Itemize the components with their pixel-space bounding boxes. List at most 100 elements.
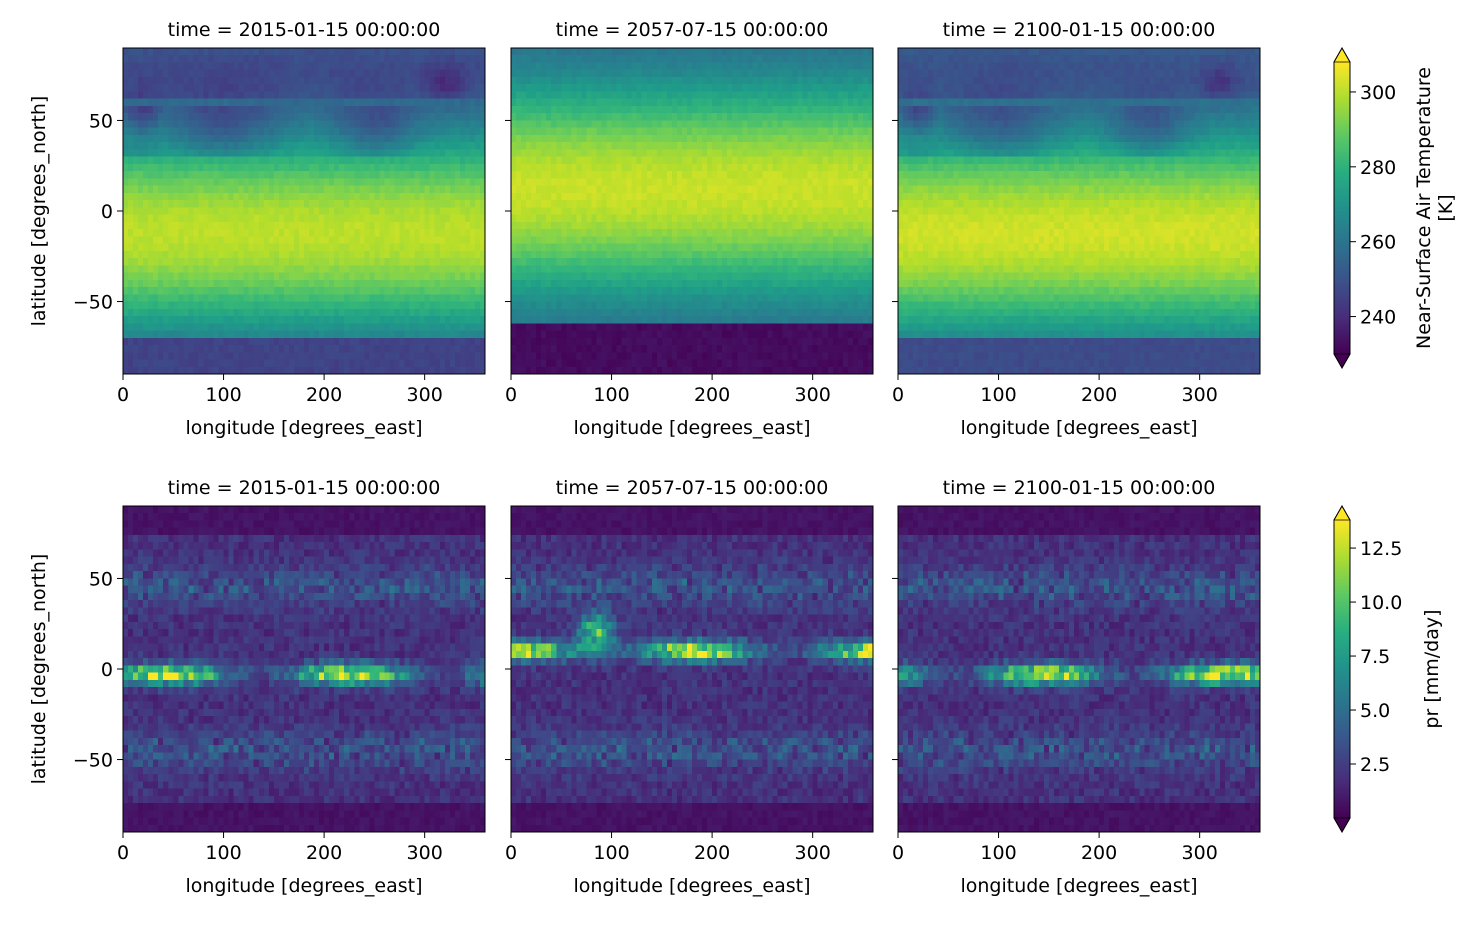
heatmap-cell: [551, 76, 557, 85]
heatmap-cell: [253, 272, 260, 281]
heatmap-cell: [807, 200, 814, 208]
heatmap-cell: [138, 301, 144, 310]
heatmap-cell: [213, 236, 220, 245]
heatmap-cell: [344, 178, 350, 187]
heatmap-cell: [309, 323, 315, 332]
heatmap-cell: [439, 127, 446, 136]
heatmap-cell: [248, 366, 255, 375]
heatmap-cell: [288, 76, 295, 85]
heatmap-cell: [511, 62, 517, 71]
heatmap-cell: [188, 366, 194, 375]
heatmap-cell: [223, 62, 230, 71]
heatmap-cell: [621, 134, 628, 143]
heatmap-cell: [138, 316, 144, 324]
heatmap-cell: [576, 156, 582, 165]
heatmap-cell: [541, 149, 547, 158]
heatmap-cell: [293, 185, 300, 194]
heatmap-cell: [651, 134, 658, 143]
heatmap-cell: [842, 127, 849, 136]
heatmap-cell: [354, 330, 360, 339]
heatmap-cell: [686, 149, 693, 158]
heatmap-cell: [304, 330, 310, 339]
heatmap-cell: [258, 330, 265, 339]
heatmap-cell: [404, 301, 411, 310]
heatmap-cell: [248, 113, 255, 122]
heatmap-cell: [621, 48, 628, 56]
heatmap-cell: [133, 250, 139, 259]
heatmap-cell: [454, 265, 461, 274]
heatmap-cell: [747, 149, 753, 158]
heatmap-cell: [128, 229, 134, 237]
heatmap-cell: [339, 149, 345, 158]
heatmap-cell: [314, 142, 320, 151]
heatmap-cell: [621, 91, 628, 100]
heatmap-cell: [737, 127, 743, 136]
heatmap-cell: [812, 185, 819, 194]
heatmap-cell: [319, 200, 325, 208]
heatmap-cell: [526, 55, 532, 64]
heatmap-cell: [384, 214, 391, 223]
heatmap-cell: [218, 207, 225, 216]
heatmap-cell: [243, 142, 250, 151]
heatmap-cell: [158, 214, 164, 223]
heatmap-cell: [178, 279, 184, 288]
heatmap-cell: [283, 250, 290, 259]
heatmap-cell: [208, 236, 215, 245]
heatmap-cell: [394, 207, 401, 216]
heatmap-cell: [258, 352, 265, 361]
heatmap-cell: [752, 48, 758, 56]
heatmap-cell: [263, 207, 270, 216]
heatmap-cell: [732, 192, 738, 201]
heatmap-cell: [454, 163, 461, 172]
heatmap-cell: [283, 163, 290, 172]
heatmap-cell: [676, 171, 683, 179]
heatmap-cell: [591, 171, 598, 179]
heatmap-cell: [339, 265, 345, 274]
heatmap-cell: [203, 359, 210, 368]
heatmap-cell: [666, 163, 673, 172]
heatmap-cell: [526, 185, 532, 194]
heatmap-cell: [827, 134, 834, 143]
heatmap-cell: [414, 185, 421, 194]
heatmap-cell: [429, 337, 436, 346]
heatmap-cell: [263, 359, 270, 368]
heatmap-cell: [128, 366, 134, 375]
heatmap-cell: [123, 323, 129, 332]
heatmap-cell: [354, 185, 360, 194]
heatmap-cell: [526, 200, 532, 208]
heatmap-cell: [454, 178, 461, 187]
heatmap-cell: [459, 243, 466, 252]
heatmap-cell: [469, 207, 476, 216]
heatmap-cell: [409, 316, 416, 324]
heatmap-cell: [379, 272, 386, 281]
heatmap-cell: [324, 142, 330, 151]
heatmap-cell: [651, 171, 658, 179]
heatmap-cell: [223, 345, 230, 353]
heatmap-cell: [158, 91, 164, 100]
heatmap-cell: [424, 316, 431, 324]
heatmap-cell: [379, 214, 386, 223]
heatmap-cell: [807, 69, 814, 78]
heatmap-cell: [198, 84, 205, 93]
heatmap-cell: [248, 359, 255, 368]
heatmap-cell: [867, 48, 874, 56]
heatmap-cell: [168, 69, 174, 78]
heatmap-cell: [479, 352, 486, 361]
heatmap-cell: [767, 84, 774, 93]
heatmap-cell: [656, 163, 663, 172]
heatmap-cell: [561, 48, 567, 56]
heatmap-cell: [128, 69, 134, 78]
heatmap-cell: [787, 185, 794, 194]
heatmap-cell: [596, 178, 603, 187]
heatmap-cell: [188, 84, 194, 93]
heatmap-cell: [651, 84, 658, 93]
heatmap-cell: [314, 243, 320, 252]
heatmap-cell: [847, 55, 854, 64]
heatmap-cell: [188, 76, 194, 85]
heatmap-cell: [469, 48, 476, 56]
heatmap-cell: [359, 48, 365, 56]
heatmap-cell: [712, 84, 718, 93]
heatmap-cell: [541, 171, 547, 179]
heatmap-cell: [273, 200, 280, 208]
heatmap-cell: [253, 359, 260, 368]
